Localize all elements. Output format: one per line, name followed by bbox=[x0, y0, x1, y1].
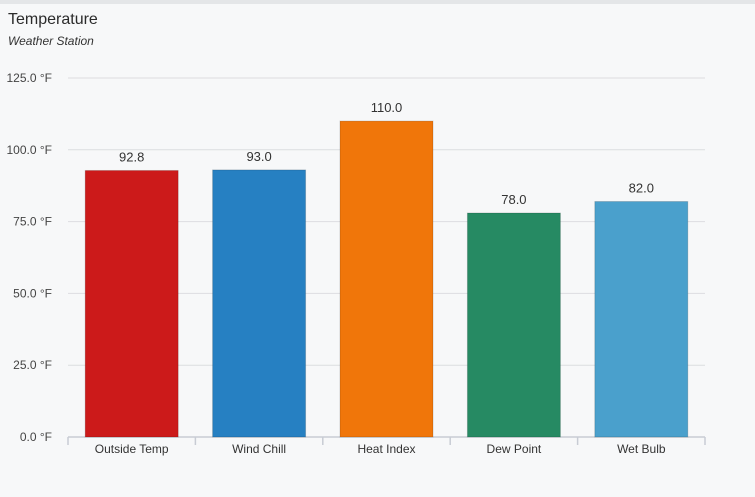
data-label: 92.8 bbox=[119, 149, 144, 164]
x-tick-label: Heat Index bbox=[357, 442, 415, 456]
bar[interactable] bbox=[594, 200, 689, 438]
bar[interactable] bbox=[466, 212, 561, 438]
y-tick-label: 100.0 °F bbox=[7, 143, 53, 157]
bar[interactable] bbox=[84, 169, 179, 438]
data-label: 78.0 bbox=[501, 192, 526, 207]
data-label: 110.0 bbox=[371, 100, 403, 115]
chart-title: Temperature bbox=[8, 11, 98, 28]
bar[interactable] bbox=[212, 169, 307, 438]
top-bar bbox=[0, 0, 755, 4]
y-tick-label: 25.0 °F bbox=[13, 358, 52, 372]
x-tick-label: Dew Point bbox=[487, 442, 542, 456]
x-tick-label: Outside Temp bbox=[95, 442, 169, 456]
data-label: 93.0 bbox=[246, 149, 271, 164]
chart-subtitle: Weather Station bbox=[8, 34, 94, 48]
data-label: 82.0 bbox=[629, 180, 654, 195]
x-tick-label: Wet Bulb bbox=[617, 442, 666, 456]
y-tick-label: 75.0 °F bbox=[13, 215, 52, 229]
y-tick-label: 0.0 °F bbox=[20, 430, 52, 444]
y-tick-label: 50.0 °F bbox=[13, 286, 52, 300]
bar[interactable] bbox=[339, 120, 434, 438]
y-tick-label: 125.0 °F bbox=[7, 71, 53, 85]
x-tick-label: Wind Chill bbox=[232, 442, 286, 456]
